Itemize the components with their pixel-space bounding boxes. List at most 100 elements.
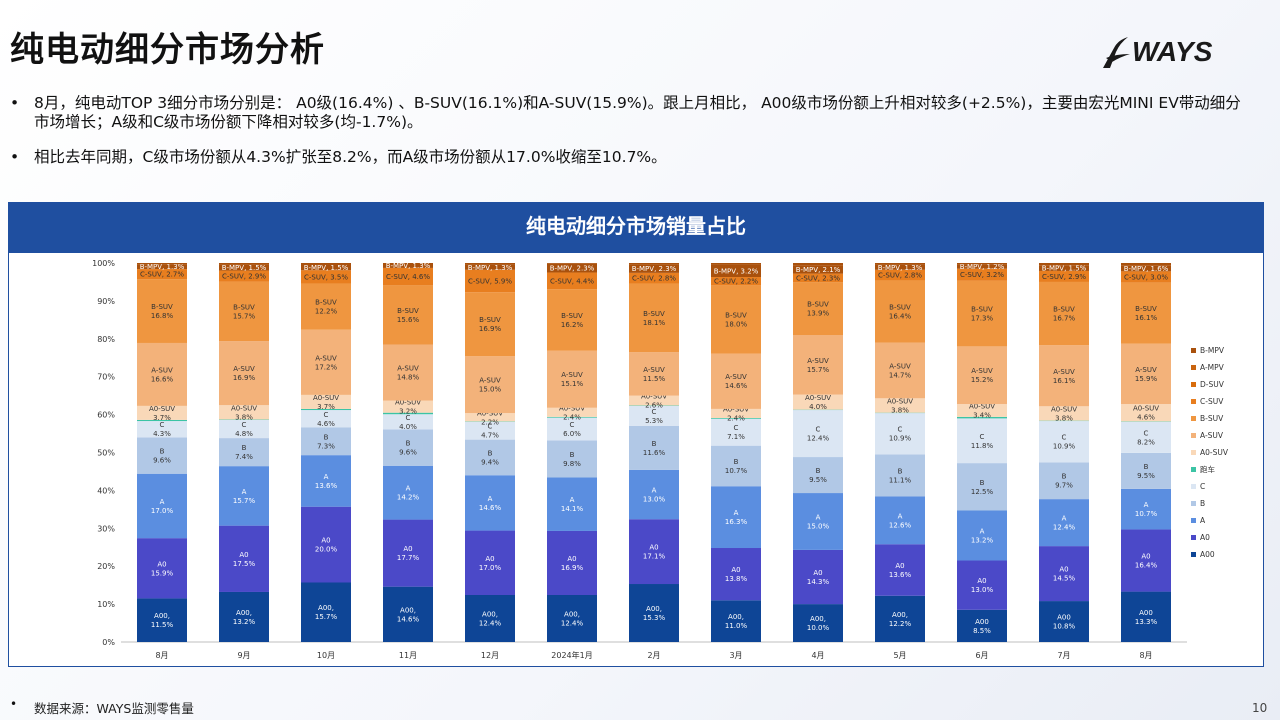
data-label-line: C-SUV, 2.2%: [714, 278, 758, 286]
data-label: C-SUV, 2.9%: [1042, 273, 1086, 281]
data-label-line: 3.2%: [399, 408, 417, 416]
data-label: B 9.5%: [1137, 463, 1155, 480]
ways-logo-text: WAYS: [1132, 36, 1213, 67]
data-label: B-SUV 13.9%: [807, 301, 830, 318]
data-label-line: C-SUV, 4.4%: [550, 277, 594, 285]
data-label-line: 4.7%: [481, 432, 499, 440]
legend-label: A: [1200, 516, 1206, 525]
data-label-line: A00,: [646, 605, 662, 613]
data-label-line: 12.2%: [889, 620, 912, 628]
legend-swatch: [1191, 552, 1196, 557]
bar-segment-A0-SUV: [383, 400, 433, 413]
data-label: A00 10.8%: [1053, 614, 1076, 631]
y-tick-label: 0%: [102, 638, 115, 647]
data-label: A-SUV 14.6%: [725, 373, 748, 390]
bar-segment-A-SUV: [1121, 343, 1171, 404]
data-label-line: 16.9%: [233, 374, 256, 382]
legend-swatch: [1191, 416, 1196, 421]
bar-segment-A0-SUV: [793, 394, 843, 410]
data-label: C 11.8%: [971, 433, 994, 450]
bar-segment-C: [383, 414, 433, 430]
data-label-line: 11.6%: [643, 449, 666, 457]
bar-segment-跑车: [711, 418, 761, 419]
data-label-line: 10.0%: [807, 624, 830, 632]
x-tick-label: 9月: [237, 651, 250, 660]
data-label: A00, 11.5%: [151, 612, 174, 629]
data-label-line: A0-SUV: [313, 394, 339, 402]
data-label: A-SUV 17.2%: [315, 354, 338, 371]
data-label-line: 16.9%: [479, 325, 502, 333]
bar-segment-A0: [629, 519, 679, 585]
data-label: B 9.6%: [153, 448, 171, 465]
data-label-line: C-SUV, 2.3%: [796, 274, 840, 282]
data-label: A0 16.9%: [561, 555, 584, 572]
data-label-line: 9.7%: [1055, 482, 1073, 490]
data-label: C 12.4%: [807, 426, 830, 443]
bar-segment-A: [383, 465, 433, 520]
bar-segment-A0-SUV: [465, 413, 515, 422]
data-label-line: 9.8%: [563, 460, 581, 468]
data-label-line: B: [570, 451, 575, 459]
data-label-line: C-SUV, 5.9%: [468, 278, 512, 286]
bar-segment-A0-SUV: [875, 398, 925, 413]
data-label-line: A-SUV: [479, 377, 501, 385]
bar-segment-跑车: [301, 408, 351, 411]
legend-label: A-SUV: [1200, 431, 1224, 440]
data-label-line: 17.5%: [233, 560, 256, 568]
data-label-line: A: [242, 488, 247, 496]
data-label-line: A00,: [564, 611, 580, 619]
data-label-line: 18.0%: [725, 320, 748, 328]
data-label-line: 12.2%: [315, 308, 338, 316]
data-label-line: C: [734, 424, 739, 432]
data-label-line: 9.4%: [481, 458, 499, 466]
data-label: A 14.6%: [479, 495, 502, 512]
data-label-line: 4.6%: [1137, 414, 1155, 422]
data-label: B-MPV, 2.1%: [796, 266, 841, 274]
data-label-line: B: [406, 440, 411, 448]
data-label-line: A00: [1057, 614, 1071, 622]
data-label-line: 7.1%: [727, 433, 745, 441]
data-label-line: 8.5%: [973, 627, 991, 635]
data-label: A 16.3%: [725, 509, 748, 526]
bar-segment-A0-SUV: [1121, 403, 1171, 422]
data-label: B-MPV, 2.3%: [632, 265, 677, 273]
bar-segment-A-SUV: [219, 341, 269, 406]
data-label: A 13.2%: [971, 528, 994, 545]
bar-segment-B: [957, 463, 1007, 511]
data-label-line: 15.7%: [315, 613, 338, 621]
bar-segment-B: [465, 439, 515, 476]
data-label-line: C: [898, 426, 903, 434]
legend-label: A00: [1200, 550, 1215, 559]
data-label-line: 15.6%: [397, 316, 420, 324]
bar-segment-B-SUV: [957, 280, 1007, 347]
data-label-line: A00,: [482, 611, 498, 619]
data-label: B 11.6%: [643, 440, 666, 457]
data-label: A 13.6%: [315, 473, 338, 490]
data-label: A0-SUV 3.7%: [149, 405, 175, 422]
x-tick-label: 6月: [975, 651, 988, 660]
legend-label: D-SUV: [1200, 380, 1225, 389]
bar-segment-A: [301, 455, 351, 507]
bar-segment-C: [629, 405, 679, 426]
bar-segment-cap: [465, 263, 515, 265]
data-label: B 10.7%: [725, 458, 748, 475]
data-label-line: 2.6%: [645, 402, 663, 410]
bar-segment-A: [629, 469, 679, 520]
bar-segment-A0: [547, 530, 597, 596]
data-label: A0-SUV 3.7%: [313, 394, 339, 411]
data-label-line: 11.8%: [971, 442, 994, 450]
legend-label: B-MPV: [1200, 346, 1225, 355]
bar-segment-B-MPV: [301, 264, 351, 271]
data-label: C-SUV, 3.2%: [960, 271, 1004, 279]
data-label: B-SUV 15.7%: [233, 303, 256, 320]
data-label-line: 17.2%: [315, 363, 338, 371]
data-label: B 11.1%: [889, 467, 912, 484]
data-label-line: C-SUV, 3.2%: [960, 271, 1004, 279]
data-label-line: C-SUV, 2.8%: [632, 275, 676, 283]
data-label-line: 14.1%: [561, 505, 584, 513]
legend-label: C: [1200, 482, 1205, 491]
bar-segment-A0: [137, 538, 187, 599]
bar-segment-A0: [875, 544, 925, 596]
bar-segment-B-SUV: [793, 282, 843, 336]
data-label: A0 16.4%: [1135, 553, 1158, 570]
